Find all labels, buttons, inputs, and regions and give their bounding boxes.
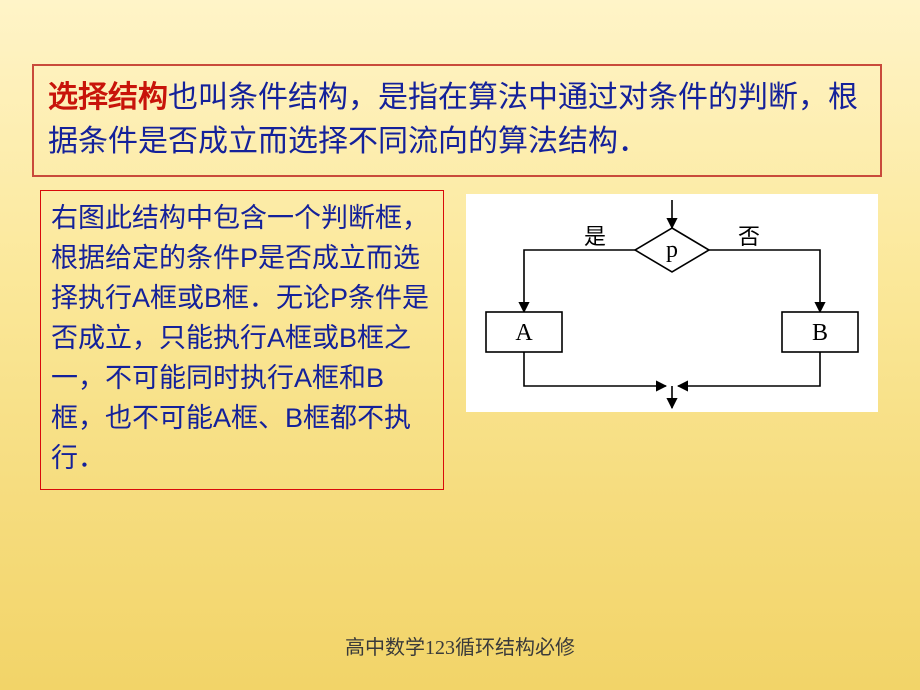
footer-text: 高中数学123循环结构必修 bbox=[0, 631, 920, 660]
definition-term: 选择结构 bbox=[48, 81, 168, 114]
slide: 选择结构也叫条件结构，是指在算法中通过对条件的判断，根据条件是否成立而选择不同流… bbox=[0, 0, 920, 690]
svg-text:是: 是 bbox=[584, 224, 606, 249]
svg-text:否: 否 bbox=[738, 224, 760, 249]
svg-text:B: B bbox=[812, 320, 828, 346]
definition-box: 选择结构也叫条件结构，是指在算法中通过对条件的判断，根据条件是否成立而选择不同流… bbox=[32, 64, 882, 177]
svg-text:A: A bbox=[515, 320, 533, 346]
flowchart-diagram: p A B 是 否 bbox=[466, 194, 878, 412]
definition-rest: 也叫条件结构，是指在算法中通过对条件的判断，根据条件是否成立而选择不同流向的算法… bbox=[48, 81, 858, 158]
description-box: 右图此结构中包含一个判断框，根据给定的条件P是否成立而选择执行A框或B框．无论P… bbox=[40, 190, 444, 490]
definition-text: 选择结构也叫条件结构，是指在算法中通过对条件的判断，根据条件是否成立而选择不同流… bbox=[48, 76, 866, 163]
svg-text:p: p bbox=[666, 237, 678, 263]
flowchart-svg: p A B 是 否 bbox=[466, 194, 878, 412]
description-text: 右图此结构中包含一个判断框，根据给定的条件P是否成立而选择执行A框或B框．无论P… bbox=[51, 199, 433, 479]
